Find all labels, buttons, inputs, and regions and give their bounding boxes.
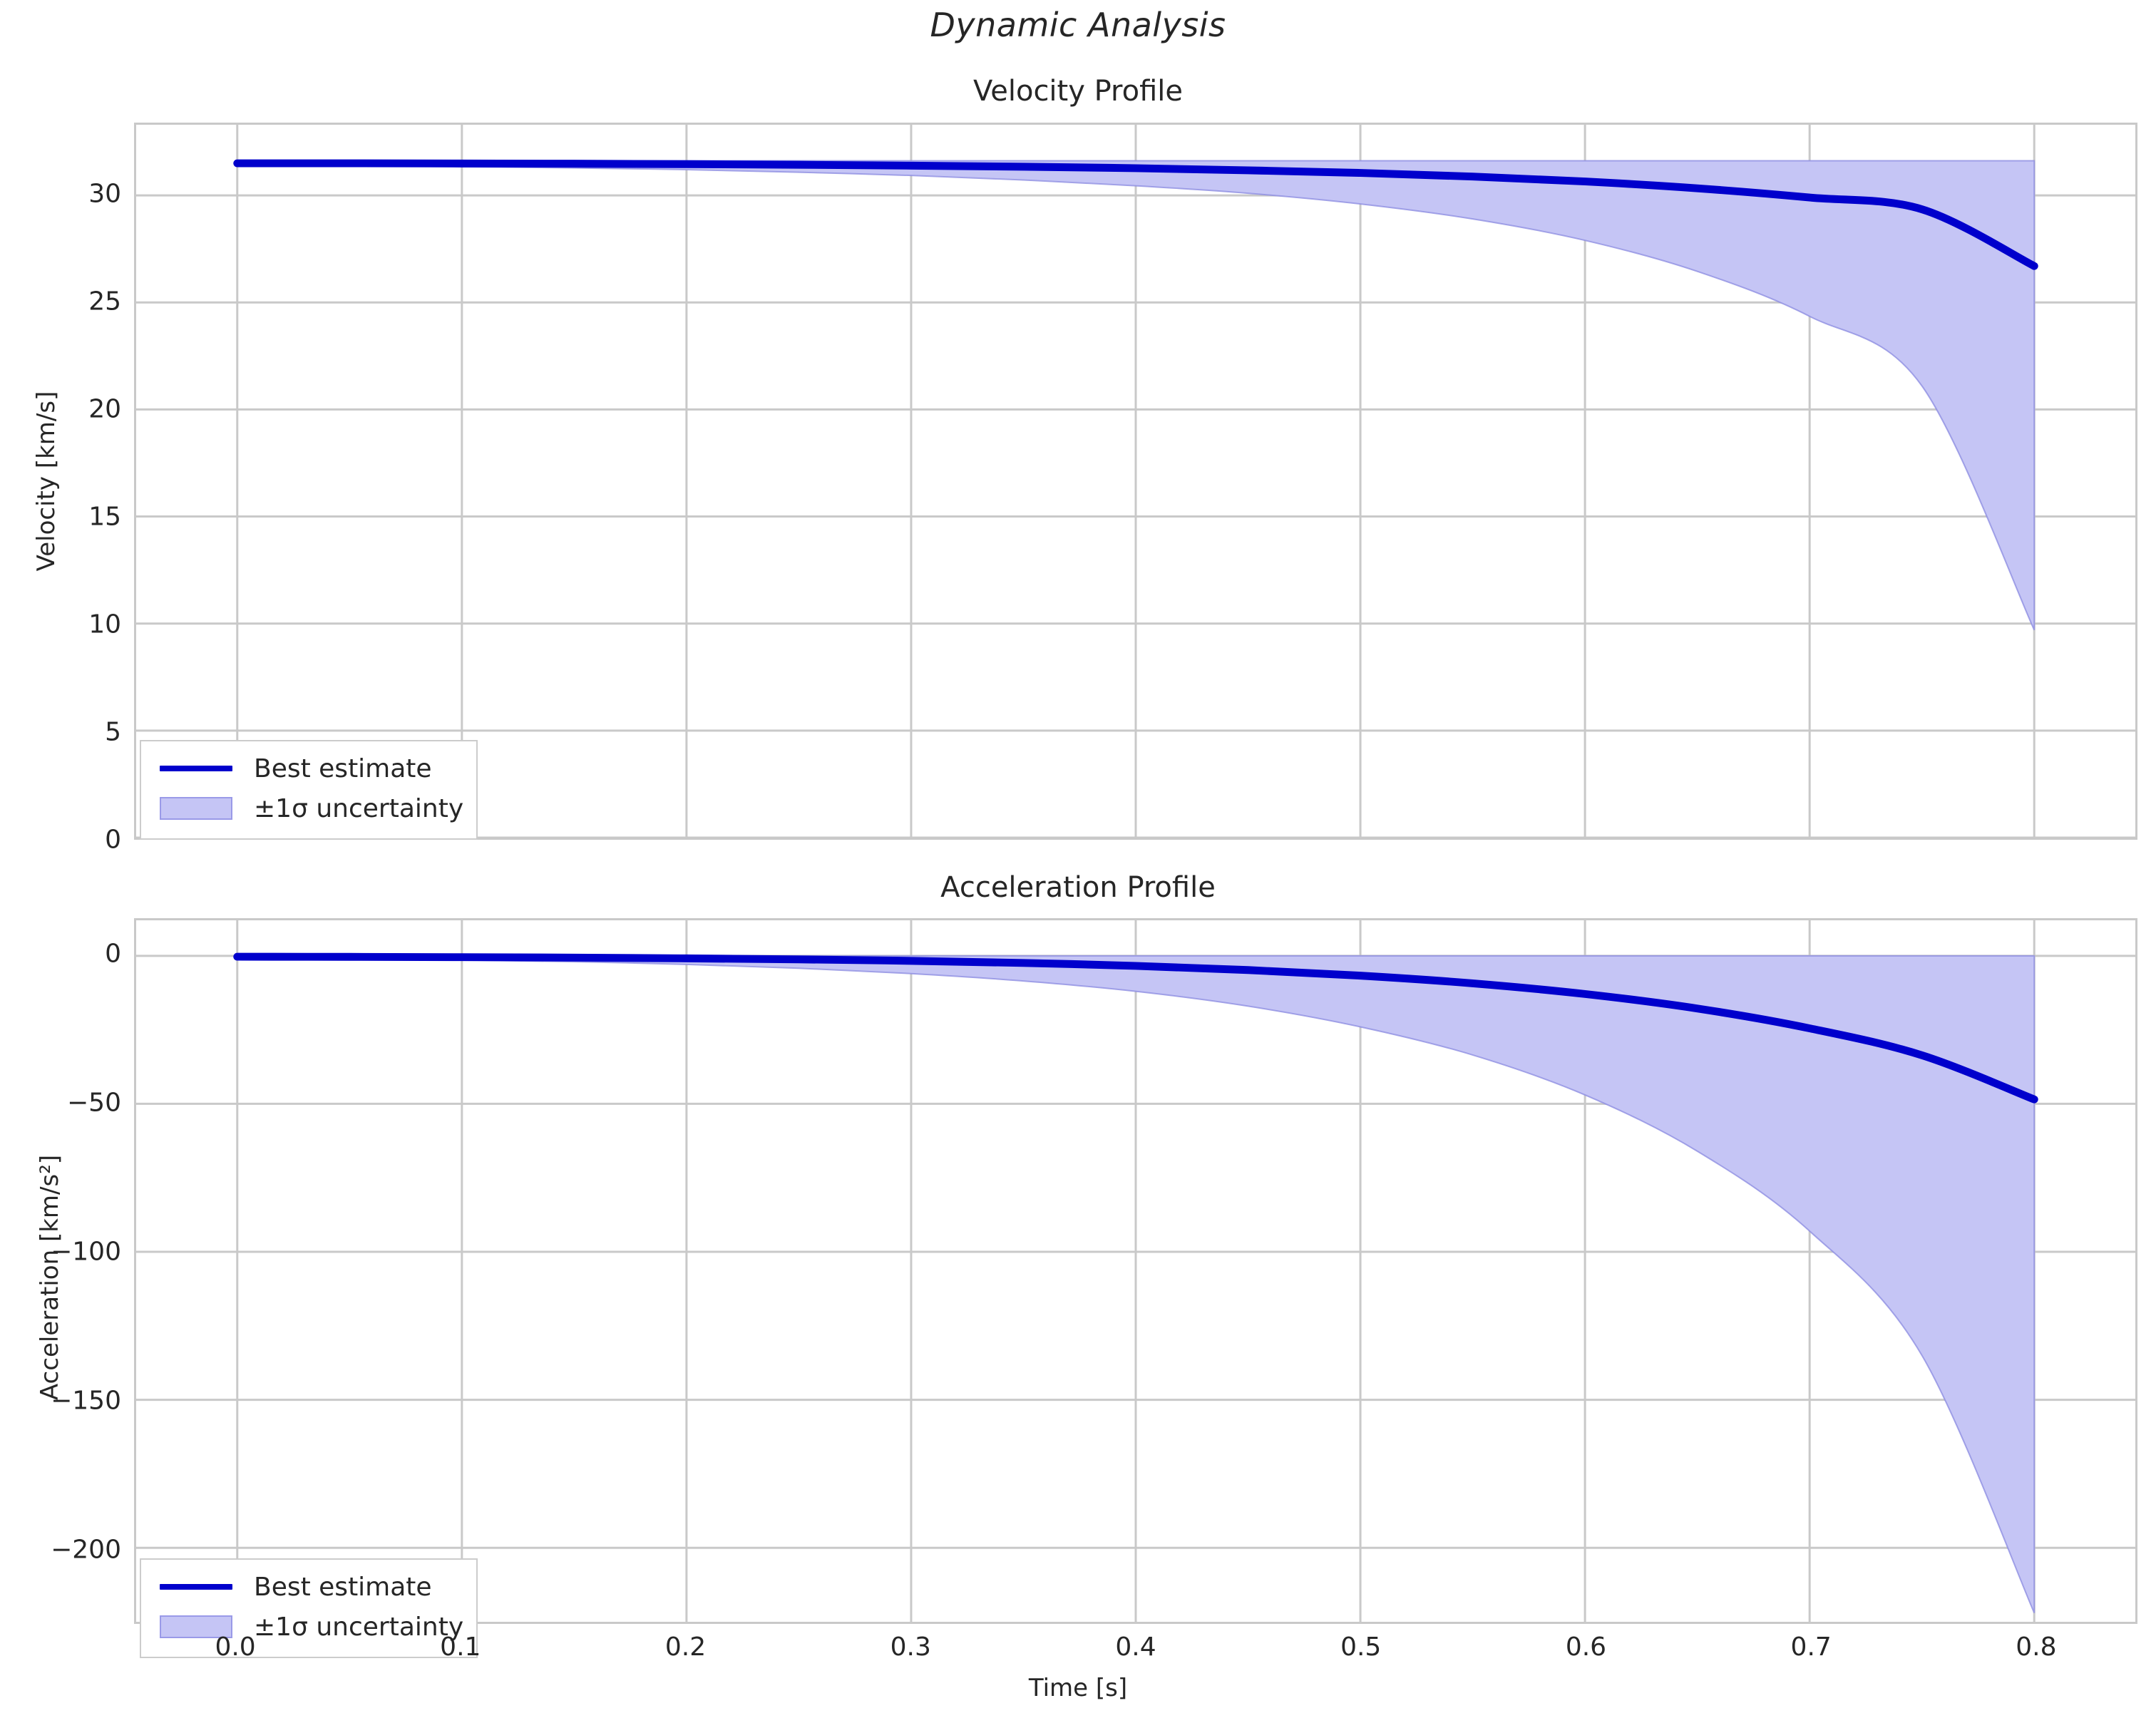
subplot-title-acceleration: Acceleration Profile — [940, 871, 1216, 904]
plot-area-velocity — [134, 123, 2137, 840]
ytick-label: −200 — [51, 1535, 121, 1565]
ytick-label: 25 — [88, 287, 121, 317]
uncertainty-band — [236, 955, 2036, 1613]
best-estimate-line — [233, 952, 2038, 1104]
subplot-title-velocity: Velocity Profile — [972, 75, 1183, 108]
legend-row-uncertainty: ±1σ uncertainty — [154, 788, 463, 828]
legend-line-swatch-icon — [154, 1573, 238, 1601]
legend-row-best-estimate: Best estimate — [154, 749, 463, 788]
xtick-label: 0.7 — [1790, 1632, 1832, 1662]
legend-band-swatch-icon — [154, 794, 238, 823]
legend-velocity: Best estimate ±1σ uncertainty — [140, 740, 478, 840]
ytick-label: −50 — [67, 1088, 121, 1118]
ytick-label: 10 — [88, 610, 121, 639]
xtick-label: 0.0 — [215, 1632, 256, 1662]
legend-band-swatch-icon — [154, 1613, 238, 1641]
ytick-label: 0 — [105, 939, 121, 969]
xtick-label: 0.8 — [2016, 1632, 2057, 1662]
xtick-label: 0.5 — [1340, 1632, 1382, 1662]
velocity-plot-svg — [136, 125, 2135, 838]
legend-label-best-estimate: Best estimate — [254, 1572, 432, 1602]
legend-label-best-estimate: Best estimate — [254, 754, 432, 783]
legend-row-best-estimate: Best estimate — [154, 1567, 463, 1607]
legend-row-uncertainty: ±1σ uncertainty — [154, 1607, 463, 1647]
xtick-label: 0.2 — [664, 1632, 707, 1662]
legend-acceleration: Best estimate ±1σ uncertainty — [140, 1558, 478, 1658]
ytick-label: −150 — [51, 1386, 121, 1416]
ytick-label: 15 — [88, 502, 121, 532]
ytick-label: −100 — [51, 1237, 121, 1267]
figure-suptitle: Dynamic Analysis — [930, 6, 1226, 44]
ytick-label: 5 — [105, 717, 121, 747]
xtick-label: 0.4 — [1115, 1632, 1156, 1662]
ytick-label: 30 — [88, 179, 121, 209]
ytick-label: 20 — [88, 394, 121, 424]
ytick-labels-velocity: 0 5 10 15 20 25 30 — [7, 123, 121, 854]
ytick-label: 0 — [105, 825, 121, 855]
xlabel: Time [s] — [1028, 1674, 1128, 1702]
uncertainty-band — [236, 160, 2036, 631]
plot-area-acceleration — [134, 918, 2137, 1624]
xtick-label: 0.6 — [1565, 1632, 1607, 1662]
legend-line-swatch-icon — [154, 754, 238, 783]
ytick-labels-acceleration: 0 −50 −100 −150 −200 — [7, 918, 121, 1624]
legend-label-uncertainty: ±1σ uncertainty — [254, 793, 464, 823]
xtick-label: 0.3 — [890, 1632, 931, 1662]
best-estimate-line — [233, 159, 2038, 270]
xtick-label: 0.1 — [440, 1632, 481, 1662]
ylabel-velocity: Velocity [km/s] — [32, 391, 61, 572]
acceleration-plot-svg — [136, 920, 2135, 1622]
ylabel-acceleration: Acceleration [km/s²] — [36, 1154, 64, 1401]
legend-label-uncertainty: ±1σ uncertainty — [254, 1612, 464, 1642]
